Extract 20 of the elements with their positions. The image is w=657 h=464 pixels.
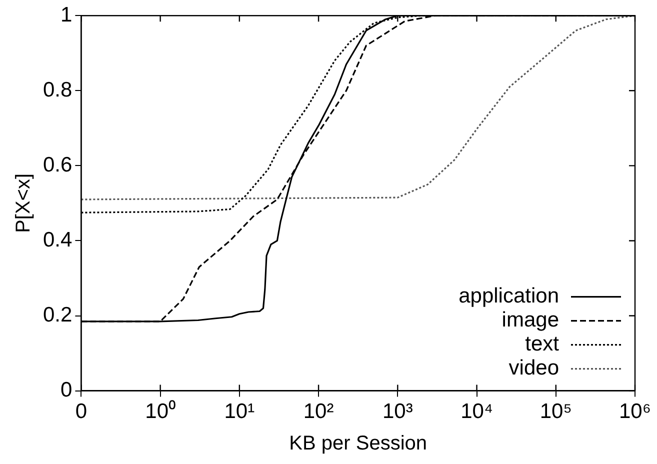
legend-label: video [508, 356, 559, 380]
legend-label: application [458, 284, 559, 308]
x-tick-label: 10⁶ [618, 400, 652, 424]
y-tick-label: 1 [60, 3, 72, 26]
y-tick-label: 0.2 [42, 304, 72, 327]
x-tick-label: 10² [303, 400, 334, 424]
y-tick-label: 0.4 [42, 228, 73, 252]
x-tick-label: 10³ [382, 400, 413, 424]
y-axis-title: P[X<x] [12, 173, 35, 233]
y-tick-label: 0.8 [42, 78, 72, 102]
legend-label: text [525, 332, 560, 356]
x-tick-label: 10¹ [224, 400, 255, 424]
y-tick-label: 0 [60, 378, 72, 402]
y-tick-label: 0.6 [42, 153, 72, 176]
legend-label: image [502, 308, 559, 332]
x-axis-title: KB per Session [289, 432, 428, 455]
x-tick-label: 10⁴ [460, 400, 493, 424]
x-tick-label: 10⁰ [145, 400, 176, 424]
x-tick-label: 0 [75, 400, 88, 424]
x-tick-label: 10⁵ [540, 400, 572, 424]
